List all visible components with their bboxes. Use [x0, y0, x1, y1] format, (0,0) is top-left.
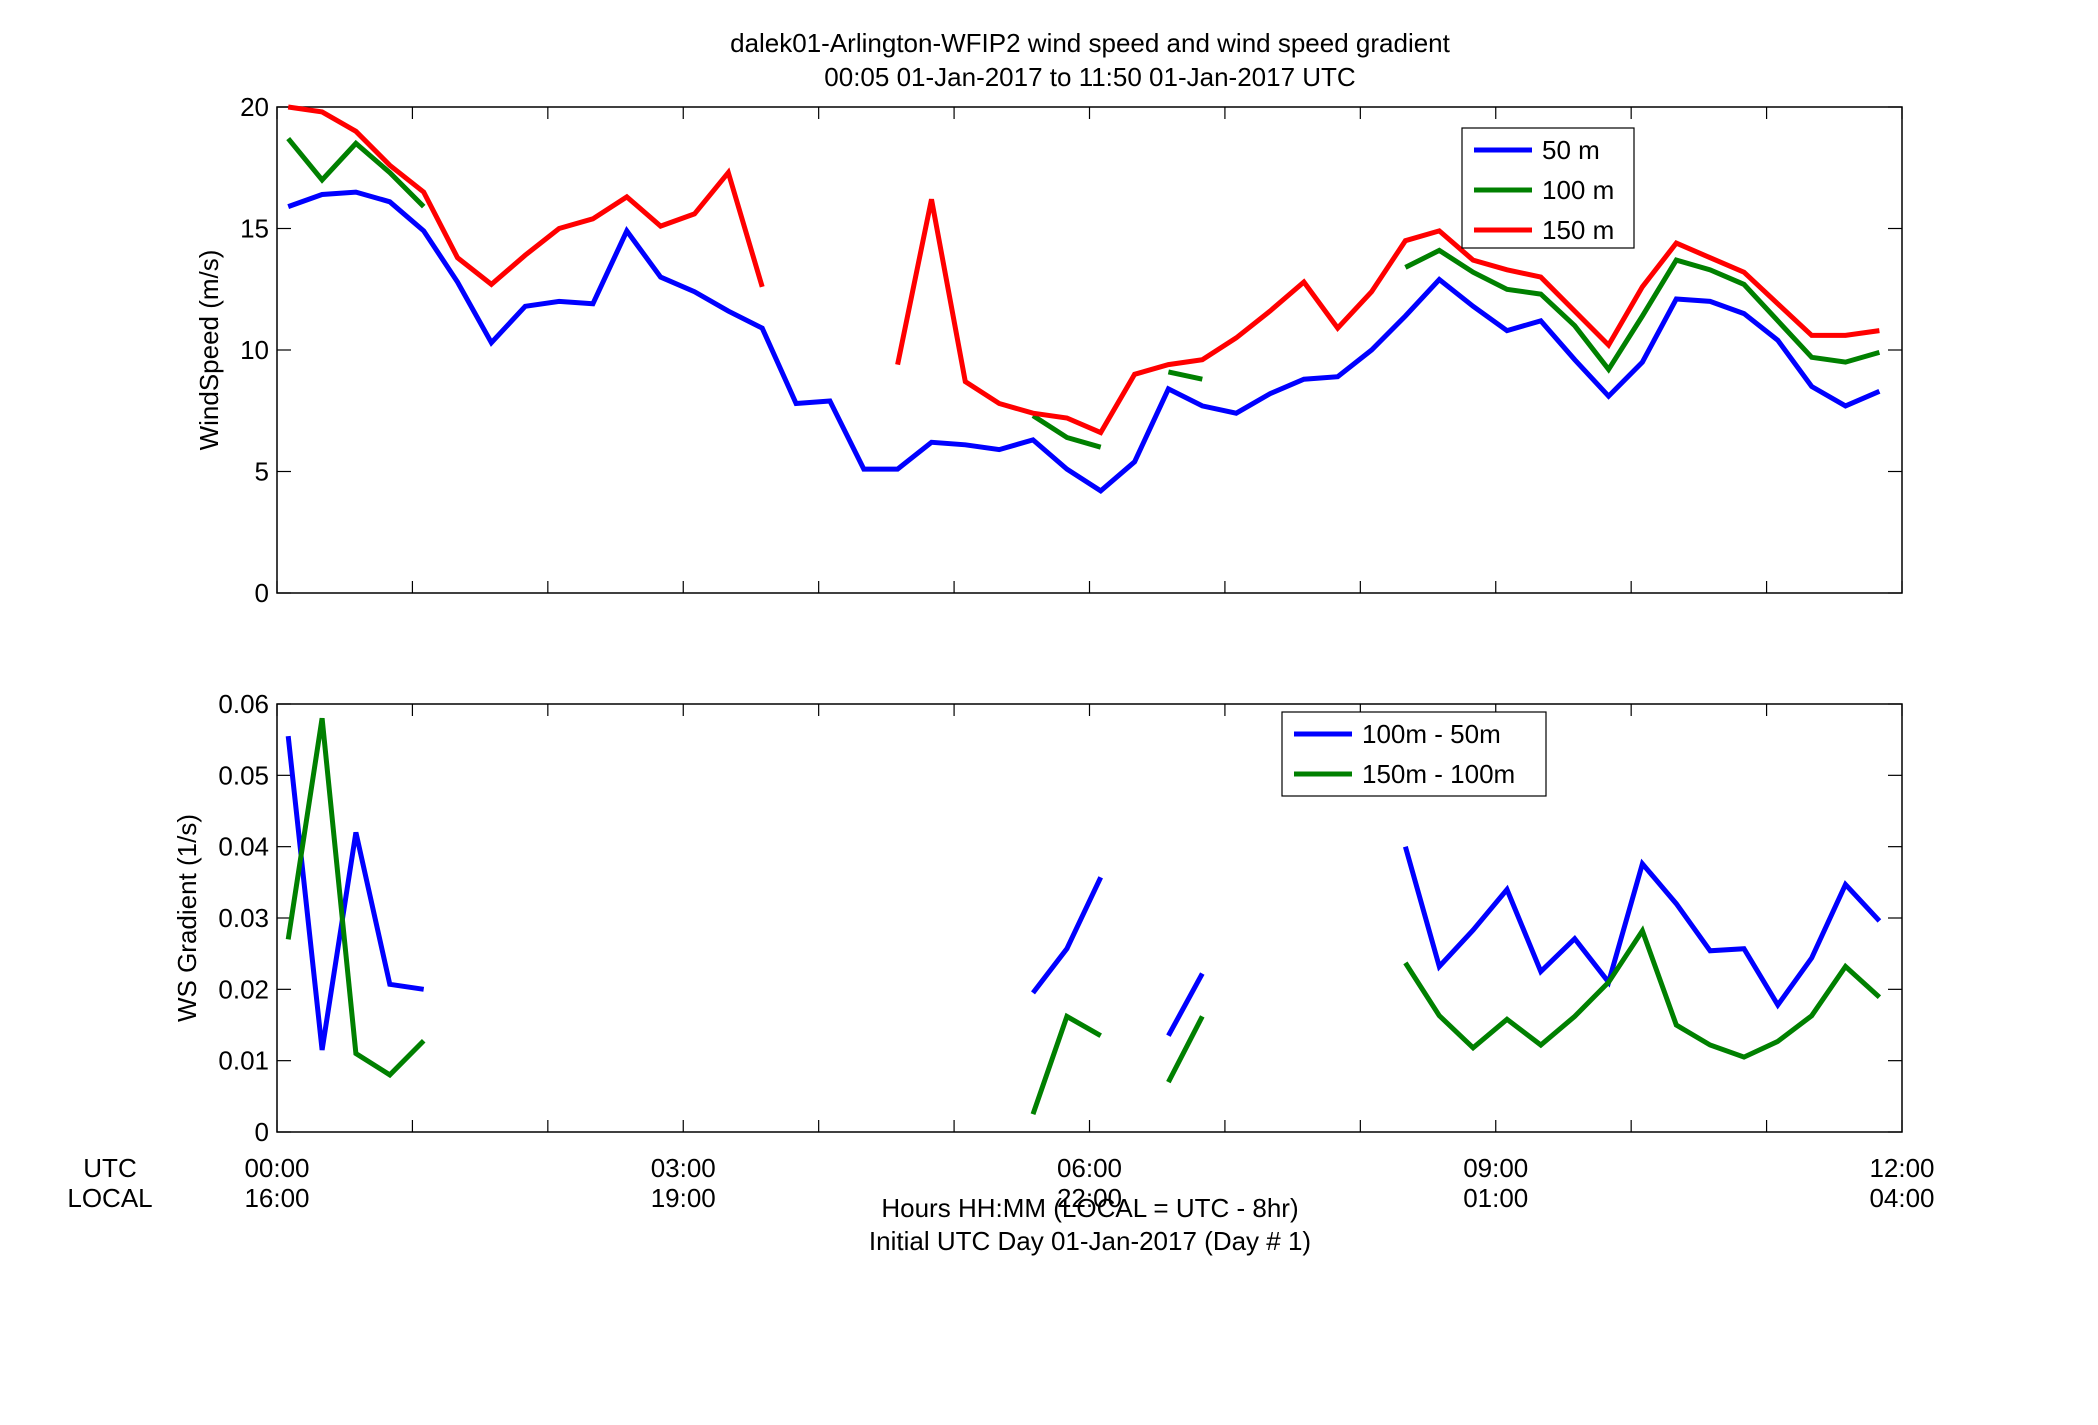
- y-tick-label: 20: [240, 92, 269, 122]
- x-tick-label-local: 22:00: [1057, 1183, 1122, 1213]
- series-line-segment: [1031, 413, 1102, 450]
- series-line-segment: [1402, 846, 1882, 1010]
- series-150-m: [287, 104, 1880, 436]
- x-axis-label-line2: Initial UTC Day 01-Jan-2017 (Day # 1): [869, 1226, 1311, 1256]
- x-tick-label-utc: 06:00: [1057, 1153, 1122, 1183]
- series-line-segment: [1166, 1015, 1205, 1084]
- series-line-segment: [1031, 876, 1103, 995]
- series-line-segment: [285, 735, 425, 1051]
- y-axis-label: WindSpeed (m/s): [194, 250, 224, 451]
- x-axis-label-line1: Hours HH:MM (LOCAL = UTC - 8hr): [881, 1193, 1298, 1223]
- series-line-segment: [1404, 247, 1881, 374]
- legend: 100m - 50m 150m - 100m: [1281, 711, 1547, 797]
- y-tick-label: 0: [255, 578, 269, 608]
- chart-title-line2: 00:05 01-Jan-2017 to 11:50 01-Jan-2017 U…: [824, 62, 1355, 92]
- x-tick-label-utc: 00:00: [244, 1153, 309, 1183]
- legend-label: 100 m: [1542, 175, 1614, 205]
- plot-area: [276, 703, 1903, 1133]
- y-tick-label: 15: [240, 214, 269, 244]
- series-line-segment: [287, 189, 1881, 495]
- x-tick-label-local: 04:00: [1869, 1183, 1934, 1213]
- x-tick-label-local: 19:00: [651, 1183, 716, 1213]
- series-50-m: [287, 189, 1881, 495]
- local-row-label: LOCAL: [67, 1183, 152, 1213]
- series-line-segment: [1166, 972, 1205, 1037]
- legend-label: 150m - 100m: [1362, 759, 1515, 789]
- x-tick-label-utc: 12:00: [1869, 1153, 1934, 1183]
- y-tick-label: 0: [255, 1117, 269, 1147]
- series-line-segment: [287, 104, 765, 288]
- series-line-segment: [1403, 925, 1882, 1060]
- series-line-segment: [1030, 1012, 1102, 1116]
- x-tick-label-local: 01:00: [1463, 1183, 1528, 1213]
- x-tick-label-local: 16:00: [244, 1183, 309, 1213]
- y-tick-label: 0.02: [218, 974, 269, 1004]
- legend: 50 m 100 m 150 m: [1461, 127, 1635, 249]
- plot-area: [276, 106, 1903, 594]
- y-tick-label: 0.06: [218, 689, 269, 719]
- legend-label: 50 m: [1542, 135, 1600, 165]
- utc-row-label: UTC: [83, 1153, 136, 1183]
- series-150m-100m: [285, 717, 1882, 1116]
- wind-speed-panel: 0 5 10 15 20 WindSpeed (m/s) 50 m 100 m 150 m: [194, 92, 1903, 608]
- wind-gradient-panel: 0 0.01 0.02 0.03 0.04 0.05 0.06 WS Gradient (1/…: [172, 689, 1903, 1147]
- x-tick-label-utc: 03:00: [651, 1153, 716, 1183]
- legend-label: 150 m: [1542, 215, 1614, 245]
- chart-title-line1: dalek01-Arlington-WFIP2 wind speed and w…: [730, 28, 1451, 58]
- series-line-segment: [285, 717, 426, 1079]
- y-tick-label: 10: [240, 335, 269, 365]
- y-axis-label: WS Gradient (1/s): [172, 814, 202, 1022]
- y-tick-label: 0.03: [218, 903, 269, 933]
- y-tick-label: 0.04: [218, 832, 269, 862]
- legend-label: 100m - 50m: [1362, 719, 1501, 749]
- legend-box: [1281, 711, 1547, 797]
- series-line-segment: [286, 137, 426, 209]
- y-tick-label: 0.05: [218, 760, 269, 790]
- x-tick-label-utc: 09:00: [1463, 1153, 1528, 1183]
- series-100-m: [286, 137, 1881, 450]
- series-line-segment: [895, 198, 1880, 436]
- series-100m-50m: [285, 735, 1882, 1051]
- series-line-segment: [1167, 369, 1203, 382]
- y-tick-label: 0.01: [218, 1046, 269, 1076]
- y-tick-label: 5: [255, 457, 269, 487]
